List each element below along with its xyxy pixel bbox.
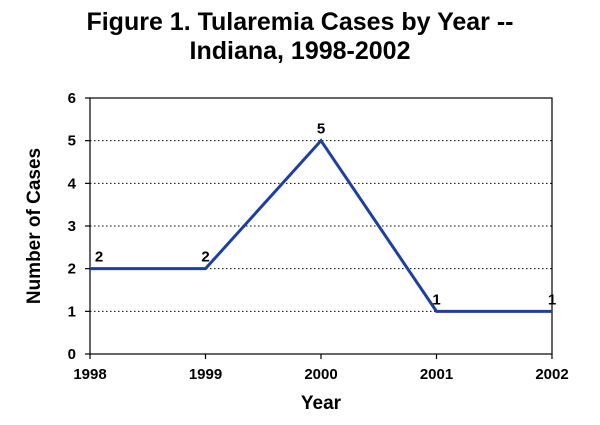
y-axis-ticks: 0 1 2 3 4 5 6 — [68, 90, 90, 363]
x-tick-label: 2000 — [304, 366, 337, 383]
data-label: 2 — [201, 249, 209, 266]
y-tick-label: 2 — [68, 261, 76, 278]
y-tick-label: 5 — [68, 133, 76, 150]
y-tick-label: 0 — [68, 346, 76, 363]
y-tick-label: 1 — [68, 303, 76, 320]
chart-title-line-1: Figure 1. Tularemia Cases by Year -- — [86, 8, 514, 36]
chart-title: Figure 1. Tularemia Cases by Year -- Ind… — [0, 8, 600, 66]
x-tick-label: 1998 — [73, 366, 106, 383]
x-tick-label: 1999 — [189, 366, 222, 383]
x-tick-label: 2002 — [535, 366, 568, 383]
series-layer — [90, 138, 552, 313]
x-axis-title: Year — [301, 393, 342, 414]
data-label: 2 — [95, 249, 103, 266]
data-label: 1 — [432, 291, 440, 308]
gridlines — [90, 140, 552, 312]
y-tick-label: 4 — [68, 175, 77, 192]
data-label: 5 — [317, 121, 325, 138]
y-tick-label: 3 — [68, 218, 76, 235]
x-tick-label: 2001 — [420, 366, 453, 383]
series-line — [90, 138, 552, 313]
data-labels: 2 2 5 1 1 — [95, 121, 556, 309]
y-tick-label: 6 — [68, 90, 76, 107]
chart-title-line-2: Indiana, 1998-2002 — [189, 37, 411, 65]
data-label: 1 — [548, 291, 556, 308]
y-axis-title: Number of Cases — [24, 148, 45, 304]
x-axis-ticks: 1998 1999 2000 2001 2002 — [73, 354, 569, 383]
